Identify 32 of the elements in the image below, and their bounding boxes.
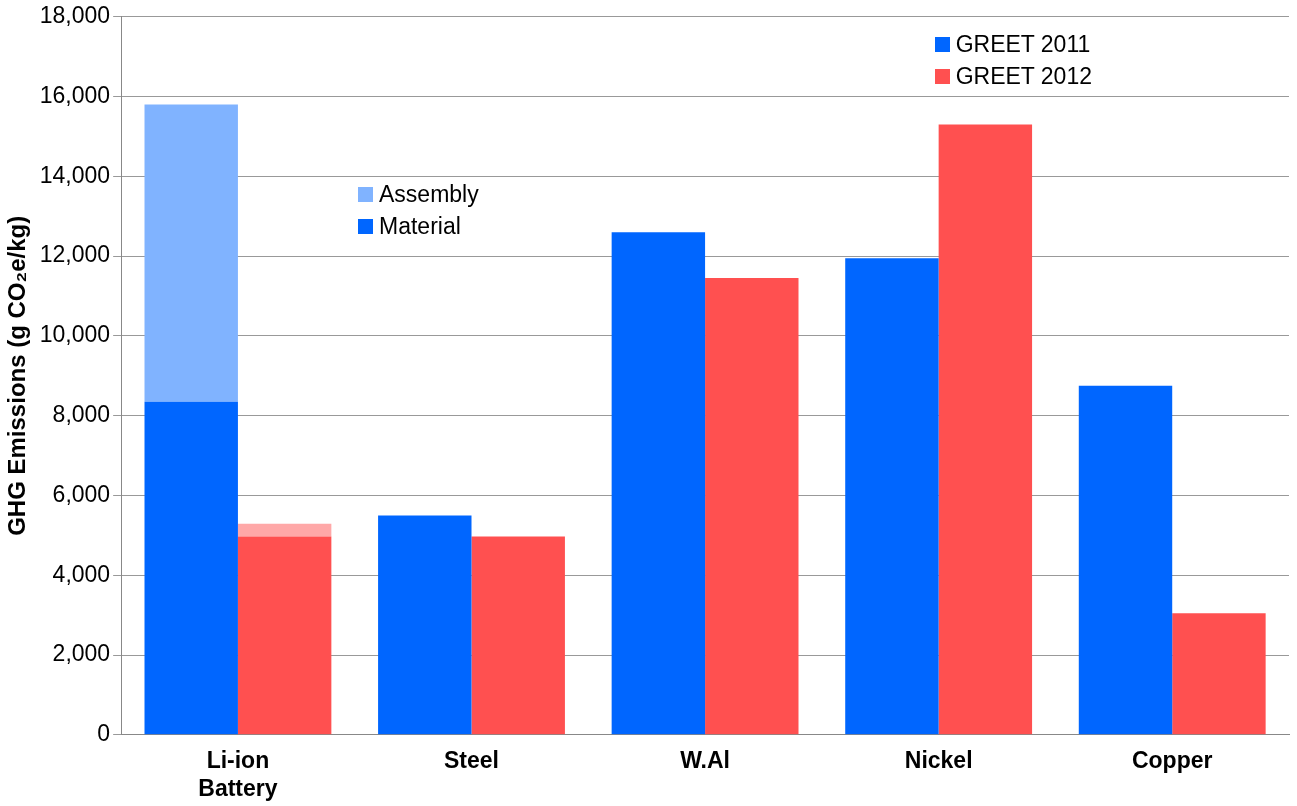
- y-tick-label: 14,000: [39, 161, 111, 188]
- annotation: Material: [379, 212, 461, 240]
- bar: [378, 515, 472, 735]
- y-tick-label: 6,000: [52, 480, 111, 507]
- y-tick-label: 8,000: [52, 401, 111, 428]
- x-tick-label: W.Al: [680, 746, 730, 773]
- bar: [705, 278, 799, 735]
- legend-label: GREET 2011: [955, 30, 1091, 58]
- bar: [938, 124, 1033, 735]
- y-tick-label: 0: [97, 720, 111, 747]
- bar: [144, 104, 238, 402]
- y-tick-label: 18,000: [39, 2, 111, 29]
- bar: [144, 401, 238, 735]
- bar: [471, 536, 565, 735]
- bar: [611, 232, 706, 735]
- y-tick-label: 12,000: [39, 241, 111, 268]
- y-tick-label: 10,000: [39, 321, 111, 348]
- bar: [237, 536, 332, 735]
- legend-label: Assembly: [379, 180, 479, 208]
- x-tick-label: Li-ion Battery: [198, 746, 278, 801]
- bar: [1172, 613, 1266, 735]
- y-tick-label: 16,000: [39, 81, 111, 108]
- legend-label: GREET 2012: [955, 62, 1092, 90]
- y-tick-label: 2,000: [52, 640, 111, 667]
- y-tick-label: 4,000: [52, 560, 111, 587]
- x-tick-label: Copper: [1131, 746, 1213, 773]
- bar: [845, 258, 939, 735]
- bar: [1078, 385, 1173, 735]
- x-tick-label: Nickel: [904, 746, 973, 773]
- bar: [237, 523, 332, 537]
- y-axis-title: GHG Emissions (g CO₂e/kg): [3, 215, 31, 536]
- x-tick-label: Steel: [444, 746, 499, 773]
